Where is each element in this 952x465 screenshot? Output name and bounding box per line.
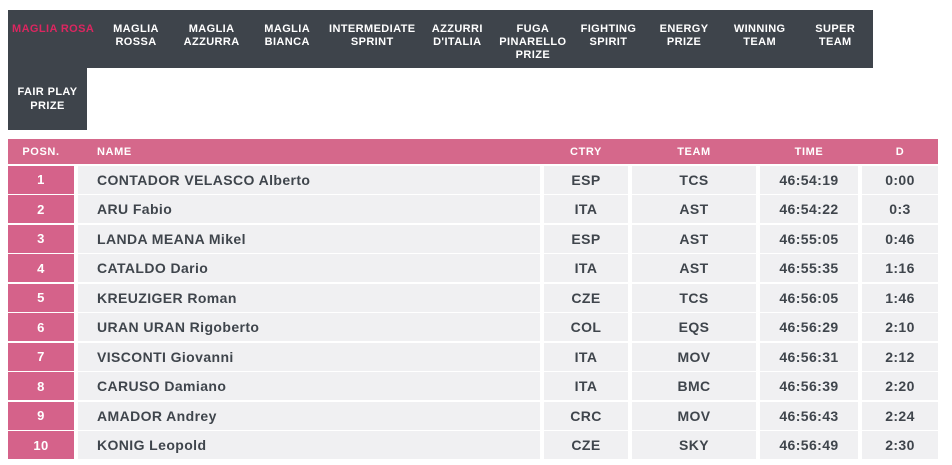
posn-cell: 5	[8, 283, 74, 312]
posn-cell: 10	[8, 431, 74, 459]
ctry-cell: ITA	[544, 254, 628, 282]
d-cell: 1:16	[862, 254, 938, 282]
table-row[interactable]: 10 KONIG Leopold CZE SKY 46:56:49 2:30	[8, 431, 938, 459]
team-cell: SKY	[632, 431, 756, 459]
ctry-cell: ITA	[544, 372, 628, 400]
ctry-cell: ESP	[544, 165, 628, 194]
team-cell: EQS	[632, 313, 756, 341]
table-row[interactable]: 5 KREUZIGER Roman CZE TCS 46:56:05 1:46	[8, 283, 938, 312]
column-header-posn: POSN.	[22, 145, 60, 158]
name-cell: CONTADOR VELASCO Alberto	[78, 165, 540, 194]
tab-maglia-rossa[interactable]: MAGLIA ROSSA	[113, 23, 159, 48]
ctry-cell: CZE	[544, 431, 628, 459]
time-cell: 46:55:05	[760, 224, 858, 253]
classification-table: POSN. NAME CTRY TEAM TIME D 1 CONTADOR VELASCO…	[8, 139, 938, 459]
ctry-cell: COL	[544, 313, 628, 341]
tab-maglia-rosa[interactable]: MAGLIA ROSA	[12, 23, 95, 35]
time-cell: 46:55:35	[760, 254, 858, 282]
tab-winning-team[interactable]: WINNING TEAM	[733, 23, 786, 48]
table-row[interactable]: 3 LANDA MEANA Mikel ESP AST 46:55:05 0:46	[8, 224, 938, 253]
tab-maglia-bianca[interactable]: MAGLIA BIANCA	[264, 23, 311, 48]
time-cell: 46:56:39	[760, 372, 858, 400]
d-cell: 1:46	[862, 283, 938, 312]
ctry-cell: ESP	[544, 224, 628, 253]
posn-cell: 2	[8, 195, 74, 223]
posn-cell: 6	[8, 313, 74, 341]
d-cell: 2:12	[862, 342, 938, 371]
time-cell: 46:56:05	[760, 283, 858, 312]
posn-cell: 1	[8, 165, 74, 194]
table-row[interactable]: 7 VISCONTI Giovanni ITA MOV 46:56:31 2:12	[8, 342, 938, 371]
table-row[interactable]: 6 URAN URAN Rigoberto COL EQS 46:56:29 2:10	[8, 313, 938, 341]
time-cell: 46:54:19	[760, 165, 858, 194]
name-cell: VISCONTI Giovanni	[78, 342, 540, 371]
team-cell: AST	[632, 224, 756, 253]
team-cell: AST	[632, 195, 756, 223]
tab-intermediate-sprint[interactable]: INTERMEDIATE SPRINT	[329, 23, 416, 48]
posn-cell: 4	[8, 254, 74, 282]
team-cell: TCS	[632, 165, 756, 194]
time-cell: 46:56:43	[760, 401, 858, 430]
table-body: 1 CONTADOR VELASCO Alberto ESP TCS 46:54:19 0…	[8, 165, 938, 459]
ctry-cell: ITA	[544, 195, 628, 223]
posn-cell: 8	[8, 372, 74, 400]
d-cell: 2:30	[862, 431, 938, 459]
team-cell: BMC	[632, 372, 756, 400]
time-cell: 46:56:31	[760, 342, 858, 371]
posn-cell: 9	[8, 401, 74, 430]
tab-super-team[interactable]: SUPER TEAM	[815, 23, 856, 48]
time-cell: 46:56:49	[760, 431, 858, 459]
tab-fighting-spirit[interactable]: FIGHTING SPIRIT	[580, 23, 637, 48]
ctry-cell: ITA	[544, 342, 628, 371]
name-cell: AMADOR Andrey	[78, 401, 540, 430]
d-cell: 0:46	[862, 224, 938, 253]
posn-cell: 3	[8, 224, 74, 253]
prize-tabs-bar: MAGLIA ROSA MAGLIA ROSSA MAGLIA AZZURRA MAG…	[8, 10, 873, 68]
name-cell: ARU Fabio	[78, 195, 540, 223]
d-cell: 0:3	[862, 195, 938, 223]
name-cell: KONIG Leopold	[78, 431, 540, 459]
tab-maglia-azzurra[interactable]: MAGLIA AZZURRA	[183, 23, 240, 48]
name-cell: LANDA MEANA Mikel	[78, 224, 540, 253]
table-row[interactable]: 1 CONTADOR VELASCO Alberto ESP TCS 46:54:19 0…	[8, 165, 938, 194]
tab-fuga-pinarello-prize[interactable]: FUGA PINARELLO PRIZE	[499, 23, 567, 61]
tab-fair-play-prize[interactable]: FAIR PLAY PRIZE	[8, 68, 87, 130]
table-row[interactable]: 2 ARU Fabio ITA AST 46:54:22 0:3	[8, 195, 938, 223]
name-cell: KREUZIGER Roman	[78, 283, 540, 312]
column-header-time: TIME	[794, 145, 824, 158]
d-cell: 2:20	[862, 372, 938, 400]
column-header-ctry: CTRY	[570, 145, 602, 158]
team-cell: MOV	[632, 401, 756, 430]
table-row[interactable]: 8 CARUSO Damiano ITA BMC 46:56:39 2:20	[8, 372, 938, 400]
tab-energy-prize[interactable]: ENERGY PRIZE	[659, 23, 709, 48]
name-cell: CARUSO Damiano	[78, 372, 540, 400]
tab-azzurri-d-italia[interactable]: AZZURRI D'ITALIA	[431, 23, 483, 48]
ctry-cell: CRC	[544, 401, 628, 430]
posn-cell: 7	[8, 342, 74, 371]
column-header-team: TEAM	[677, 145, 711, 158]
column-header-d: D	[895, 145, 905, 158]
time-cell: 46:54:22	[760, 195, 858, 223]
team-cell: MOV	[632, 342, 756, 371]
name-cell: CATALDO Dario	[78, 254, 540, 282]
d-cell: 2:24	[862, 401, 938, 430]
table-row[interactable]: 9 AMADOR Andrey CRC MOV 46:56:43 2:24	[8, 401, 938, 430]
time-cell: 46:56:29	[760, 313, 858, 341]
name-cell: URAN URAN Rigoberto	[78, 313, 540, 341]
table-header-row: POSN. NAME CTRY TEAM TIME D	[8, 139, 938, 164]
ctry-cell: CZE	[544, 283, 628, 312]
column-header-name: NAME	[97, 145, 132, 158]
team-cell: AST	[632, 254, 756, 282]
table-row[interactable]: 4 CATALDO Dario ITA AST 46:55:35 1:16	[8, 254, 938, 282]
team-cell: TCS	[632, 283, 756, 312]
d-cell: 2:10	[862, 313, 938, 341]
d-cell: 0:00	[862, 165, 938, 194]
